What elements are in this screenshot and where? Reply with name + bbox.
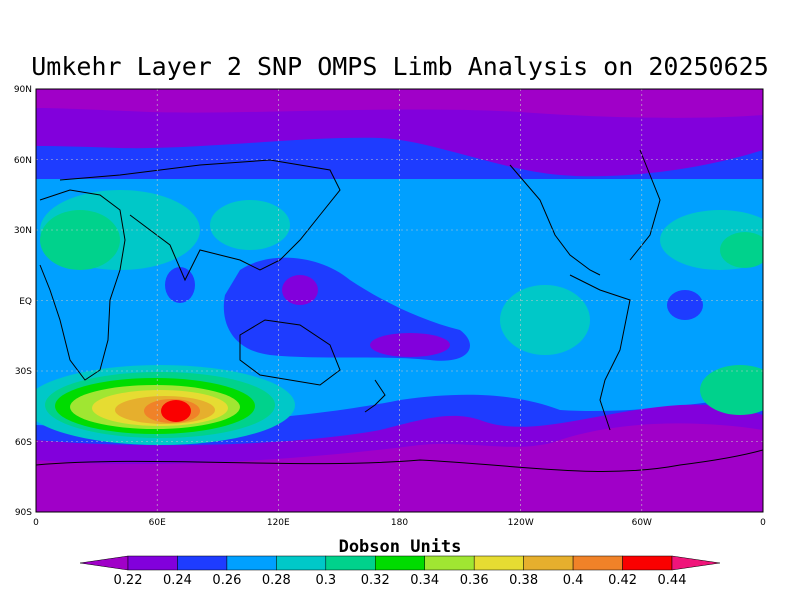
lat-tick-label: 60S bbox=[15, 438, 32, 448]
colorbar-swatch bbox=[325, 555, 376, 571]
colorbar-level-label: 0.36 bbox=[460, 573, 489, 588]
colorbar-level-label: 0.32 bbox=[361, 573, 390, 588]
field-sahara-core bbox=[40, 210, 120, 270]
colorbar-level-label: 0.42 bbox=[608, 573, 637, 588]
field-pacific-low-core bbox=[370, 333, 450, 357]
colorbar-level-label: 0.28 bbox=[262, 573, 291, 588]
lat-tick-label: 30S bbox=[15, 367, 32, 377]
colorbar-swatch bbox=[177, 555, 228, 571]
lon-axis: 0 60E 120E 180 120W 60W 0 bbox=[33, 518, 766, 528]
colorbar-swatch bbox=[473, 555, 524, 571]
field-atlantic-core bbox=[720, 232, 763, 268]
field-indian-low bbox=[165, 267, 195, 303]
colorbar-level-label: 0.22 bbox=[114, 573, 143, 588]
colorbar-under-arrow bbox=[79, 555, 129, 571]
field-atlantic-low bbox=[667, 290, 703, 320]
lat-tick-label: 90N bbox=[14, 85, 32, 95]
colorbar-swatch bbox=[572, 555, 623, 571]
lon-tick-label: 120W bbox=[508, 518, 534, 528]
field-antarctic-purple bbox=[36, 423, 763, 512]
colorbar: 0.22 0.24 0.26 0.28 0.3 0.32 0.34 0.36 0.38 0.4 0.… bbox=[79, 555, 721, 588]
colorbar-level-label: 0.44 bbox=[658, 573, 687, 588]
lat-tick-label: 90S bbox=[15, 508, 32, 518]
colorbar-swatch bbox=[375, 555, 425, 571]
colorbar-level-label: 0.4 bbox=[563, 573, 584, 588]
field-china-high bbox=[210, 200, 290, 250]
colorbar-swatch bbox=[523, 555, 574, 571]
map-title: Umkehr Layer 2 SNP OMPS Limb Analysis on… bbox=[31, 52, 769, 81]
lat-tick-label: 60N bbox=[14, 156, 32, 166]
colorbar-unit-label: Dobson Units bbox=[339, 537, 462, 557]
colorbar-swatch bbox=[276, 555, 327, 571]
lon-tick-label: 0 bbox=[33, 518, 39, 528]
field-south-atlantic-high bbox=[700, 365, 763, 415]
colorbar-level-label: 0.3 bbox=[315, 573, 336, 588]
field-indonesia-low bbox=[282, 275, 318, 305]
lon-tick-label: 180 bbox=[391, 518, 408, 528]
lat-axis: 90N 60N 30N EQ 30S 60S 90S bbox=[14, 85, 32, 518]
colorbar-swatch bbox=[424, 555, 475, 571]
field-arctic-purple bbox=[36, 89, 763, 118]
colorbar-level-label: 0.34 bbox=[410, 573, 439, 588]
lat-tick-label: 30N bbox=[14, 226, 32, 236]
graticule bbox=[36, 89, 763, 512]
colorbar-level-label: 0.24 bbox=[163, 573, 192, 588]
lon-tick-label: 0 bbox=[760, 518, 766, 528]
colorbar-swatch bbox=[622, 555, 673, 571]
field-so-red bbox=[161, 400, 191, 422]
coastlines bbox=[36, 149, 763, 472]
colorbar-level-label: 0.26 bbox=[212, 573, 241, 588]
field-amazon-cell bbox=[500, 285, 590, 355]
map-frame bbox=[35, 88, 764, 513]
lon-tick-label: 60W bbox=[632, 518, 652, 528]
lon-tick-label: 60E bbox=[149, 518, 166, 528]
lat-tick-label: EQ bbox=[19, 297, 32, 307]
colorbar-swatch bbox=[226, 555, 277, 571]
colorbar-level-label: 0.38 bbox=[509, 573, 538, 588]
colorbar-swatch bbox=[127, 555, 178, 571]
colorbar-over-arrow bbox=[671, 555, 721, 571]
lon-tick-label: 120E bbox=[267, 518, 290, 528]
